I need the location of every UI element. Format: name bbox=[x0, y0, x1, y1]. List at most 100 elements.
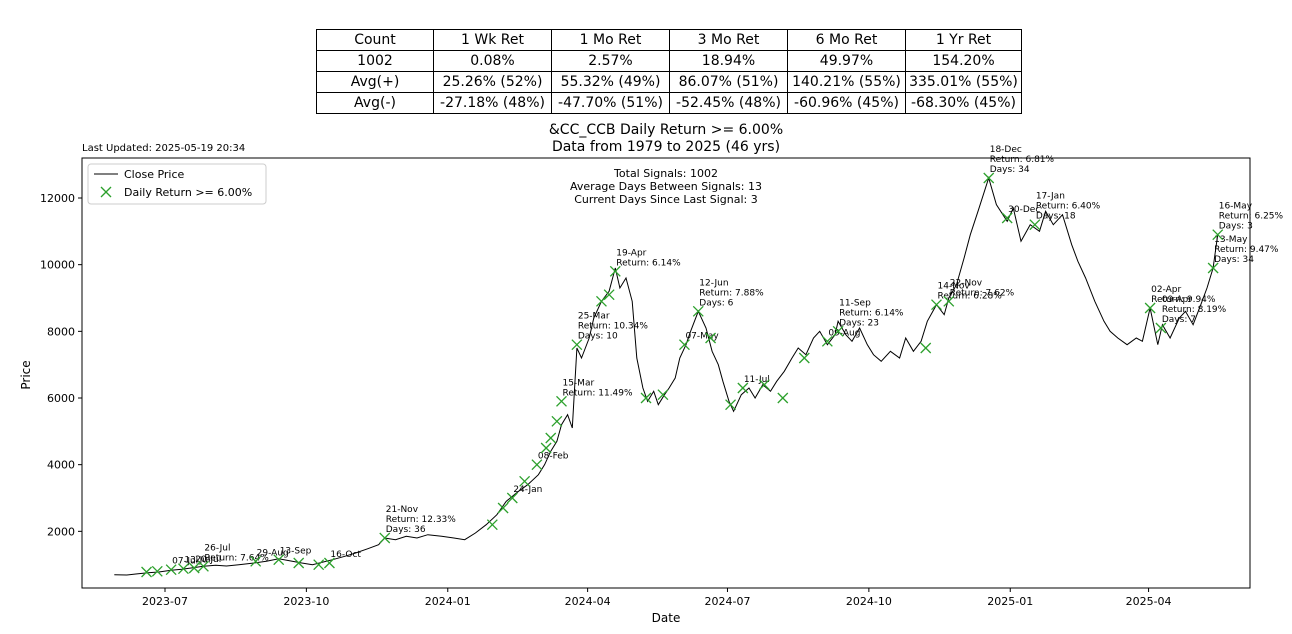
legend-frame bbox=[87, 163, 267, 205]
signal-marker bbox=[832, 325, 844, 337]
signal-marker bbox=[725, 399, 737, 411]
signal-annotation: 17-Jan bbox=[1036, 192, 1065, 202]
plot-area bbox=[81, 157, 1251, 589]
signal-annotation: Return: 6.40% bbox=[1036, 202, 1101, 212]
signal-annotation: Days: 7 bbox=[1162, 315, 1196, 325]
signal-annotation: 20-Jul bbox=[195, 555, 221, 565]
signal-marker bbox=[705, 332, 717, 344]
signal-annotation: Return: 8.19% bbox=[1162, 305, 1227, 315]
signal-marker bbox=[323, 557, 335, 569]
signal-annotation: 30-Dec bbox=[1008, 205, 1040, 215]
x-tick-label: 2023-10 bbox=[283, 595, 329, 608]
signal-annotation: 11-Jul bbox=[744, 375, 770, 385]
table-header-row: Count 1 Wk Ret 1 Mo Ret 3 Mo Ret 6 Mo Re… bbox=[316, 29, 1022, 51]
signal-annotation: Return: 6.25% bbox=[1219, 212, 1284, 222]
x-tick-label: 2024-07 bbox=[704, 595, 750, 608]
table-cell: 55.32% (49%) bbox=[551, 71, 670, 93]
signal-marker bbox=[165, 564, 177, 576]
y-tick-label: 2000 bbox=[47, 525, 75, 538]
signal-marker bbox=[151, 565, 163, 577]
signal-marker bbox=[177, 563, 189, 575]
signal-annotation: 14-Nov bbox=[937, 282, 970, 292]
table-row: Avg(-) -27.18% (48%) -47.70% (51%) -52.4… bbox=[316, 92, 1022, 114]
y-tick-label: 4000 bbox=[47, 459, 75, 472]
signal-annotation: Days: 10 bbox=[578, 332, 618, 342]
legend-label: Daily Return >= 6.00% bbox=[124, 186, 252, 199]
signal-annotation: Return: 6.81% bbox=[990, 155, 1055, 165]
signal-marker bbox=[273, 554, 285, 566]
table-cell: Avg(+) bbox=[316, 71, 434, 93]
signal-marker bbox=[313, 559, 325, 571]
signal-annotation: Days: 34 bbox=[990, 165, 1030, 175]
signal-marker bbox=[197, 560, 209, 572]
x-tick-label: 2025-04 bbox=[1126, 595, 1172, 608]
signal-marker bbox=[737, 382, 749, 394]
signal-annotation: 13-May bbox=[1214, 235, 1248, 245]
signal-marker bbox=[497, 502, 509, 514]
signal-annotation: 15-Mar bbox=[562, 378, 594, 388]
signal-marker bbox=[1029, 219, 1041, 231]
signal-annotation: Return: 7.88% bbox=[699, 288, 764, 298]
signal-marker bbox=[758, 379, 770, 391]
signal-marker bbox=[1144, 302, 1156, 314]
last-updated-text: Last Updated: 2025-05-19 20:34 bbox=[82, 143, 245, 154]
signal-marker bbox=[531, 459, 543, 471]
y-tick-label: 10000 bbox=[40, 259, 75, 272]
signal-annotation: Return: 9.47% bbox=[1214, 245, 1279, 255]
table-cell: -47.70% (51%) bbox=[551, 92, 670, 114]
signal-annotation: Days: 34 bbox=[1214, 255, 1254, 265]
signal-marker bbox=[983, 172, 995, 184]
signal-marker bbox=[692, 305, 704, 317]
signal-marker bbox=[1001, 212, 1013, 224]
signal-annotation: Return: 9.94% bbox=[1151, 295, 1216, 305]
table-cell: 25.26% (52%) bbox=[433, 71, 552, 93]
signal-annotation: 07-Jul bbox=[172, 557, 198, 567]
table-cell: 86.07% (51%) bbox=[669, 71, 788, 93]
signal-marker bbox=[540, 442, 552, 454]
table-row: Avg(+) 25.26% (52%) 55.32% (49%) 86.07% … bbox=[316, 71, 1022, 93]
x-tick-label: 2024-04 bbox=[565, 595, 611, 608]
signal-annotation: 07-May bbox=[685, 332, 719, 342]
signal-annotation: 21-Nov bbox=[386, 505, 419, 515]
signal-annotation: Return: 11.49% bbox=[562, 388, 633, 398]
signal-marker bbox=[293, 557, 305, 569]
signal-annotation: 13-Sep bbox=[280, 547, 312, 557]
signal-marker bbox=[506, 492, 518, 504]
table-cell: Avg(-) bbox=[316, 92, 434, 114]
signal-marker bbox=[609, 265, 621, 277]
signal-marker bbox=[250, 555, 262, 567]
y-axis-label: Price bbox=[19, 360, 33, 389]
legend-marker-swatch bbox=[100, 186, 112, 198]
signal-annotation: Return: 6.28% bbox=[937, 292, 1002, 302]
signal-annotation: Return: 6.14% bbox=[839, 308, 904, 318]
x-axis: 2023-07 2023-10 2024-01 2024-04 2024-07 2024-… bbox=[142, 588, 1172, 608]
signal-annotation: 09-Aug bbox=[828, 328, 860, 338]
signal-annotation: Days: 3 bbox=[1219, 222, 1253, 232]
table-cell: -27.18% (48%) bbox=[433, 92, 552, 114]
stats-box-line: Average Days Between Signals: 13 bbox=[570, 180, 762, 193]
table-cell: 18.94% bbox=[669, 50, 788, 72]
signal-marker bbox=[821, 335, 833, 347]
signal-marker bbox=[486, 519, 498, 531]
signal-annotation: 24-Jan bbox=[513, 485, 542, 495]
signal-marker bbox=[657, 389, 669, 401]
y-tick-label: 12000 bbox=[40, 192, 75, 205]
signal-annotation: 22-Nov bbox=[950, 278, 983, 288]
stats-table: Count 1 Wk Ret 1 Mo Ret 3 Mo Ret 6 Mo Re… bbox=[316, 29, 1022, 114]
signal-marker bbox=[556, 395, 567, 407]
signal-marker bbox=[603, 289, 615, 301]
signal-annotation: 16-Oct bbox=[330, 550, 361, 560]
signal-marker bbox=[798, 352, 810, 364]
signal-annotation: Return: 6.14% bbox=[616, 258, 681, 268]
signal-annotation: 08-Feb bbox=[538, 452, 569, 462]
signal-marker bbox=[379, 532, 391, 544]
signal-marker bbox=[571, 339, 583, 351]
signal-marker bbox=[519, 475, 531, 487]
signal-annotation: Days: 36 bbox=[386, 525, 426, 535]
stats-box-line: Current Days Since Last Signal: 3 bbox=[574, 193, 757, 206]
signal-annotation: 16-May bbox=[1219, 202, 1253, 212]
signal-marker bbox=[551, 415, 563, 427]
signal-annotation: Return: 7.64% bbox=[204, 553, 269, 563]
signal-marker bbox=[943, 295, 955, 307]
